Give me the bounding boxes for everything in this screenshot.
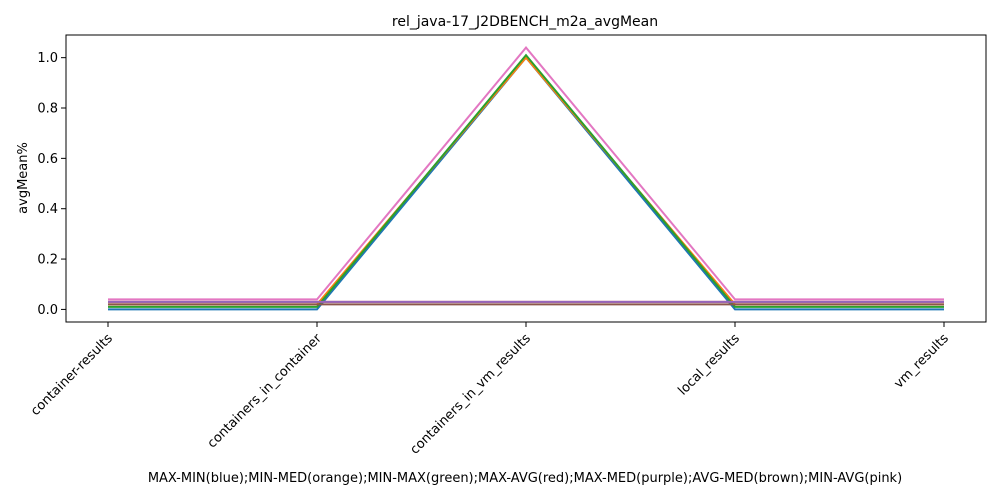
x-tick-label: containers_in_vm_results bbox=[408, 331, 534, 457]
x-tick-label: containers_in_container bbox=[205, 331, 326, 452]
series-line-2 bbox=[108, 53, 944, 308]
series-line-1 bbox=[108, 56, 944, 306]
y-tick-label: 0.0 bbox=[37, 303, 58, 318]
y-axis: 0.0 0.2 0.4 0.6 0.8 1.0 bbox=[37, 51, 66, 318]
plot-frame bbox=[65, 34, 987, 323]
x-axis-label: MAX-MIN(blue);MIN-MED(orange);MIN-MAX(gr… bbox=[148, 471, 902, 486]
y-tick-label: 0.6 bbox=[37, 152, 58, 167]
series-line-6 bbox=[108, 46, 944, 301]
x-tick-label: local_results bbox=[675, 331, 743, 399]
y-tick-label: 0.4 bbox=[37, 202, 58, 217]
series-layer bbox=[108, 46, 944, 311]
y-tick-label: 0.8 bbox=[37, 102, 58, 117]
y-axis-label: avgMean% bbox=[16, 142, 31, 214]
x-tick-label: vm_results bbox=[891, 331, 952, 392]
series-line-0 bbox=[108, 56, 944, 311]
y-tick-label: 0.2 bbox=[37, 253, 58, 268]
x-axis: container-results containers_in_container… bbox=[28, 322, 952, 458]
chart-title: rel_java-17_J2DBENCH_m2a_avgMean bbox=[392, 14, 658, 30]
x-tick-label: container-results bbox=[28, 331, 116, 419]
y-tick-label: 1.0 bbox=[37, 51, 58, 66]
